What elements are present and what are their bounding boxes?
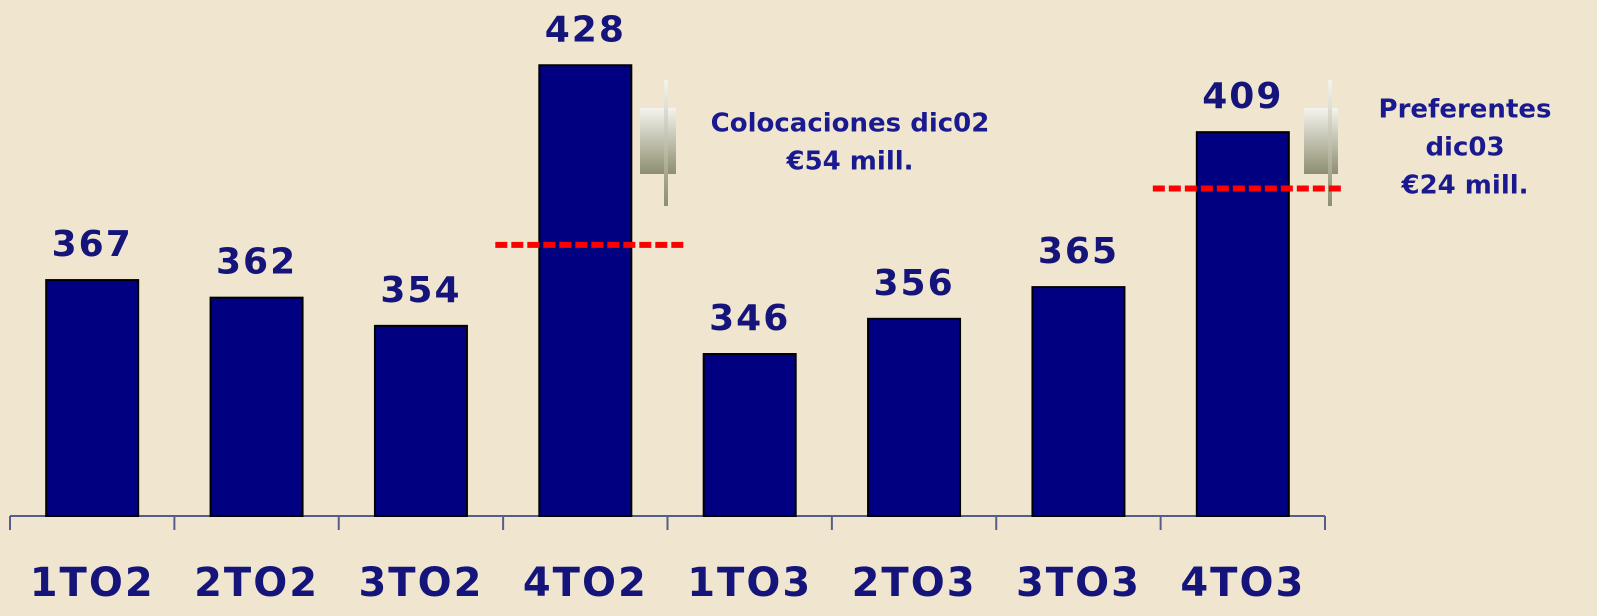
bar	[868, 319, 960, 516]
value-label: 356	[873, 263, 954, 304]
value-label: 409	[1202, 76, 1283, 117]
bar	[46, 280, 138, 516]
bar	[211, 298, 303, 516]
bar	[539, 65, 631, 516]
bar	[375, 326, 467, 516]
value-label: 354	[380, 270, 461, 311]
annotation: Colocaciones dic02	[711, 109, 990, 139]
bar	[704, 354, 796, 516]
value-label: 428	[545, 9, 626, 50]
x-tick-label: 1TO2	[30, 560, 155, 606]
value-label: 362	[216, 242, 297, 283]
annotation: dic03	[1425, 133, 1504, 163]
x-tick-label: 2TO2	[194, 560, 319, 606]
value-label: 367	[52, 224, 133, 265]
x-tick-label: 1TO3	[687, 560, 812, 606]
annotation: Preferentes	[1379, 95, 1552, 125]
x-tick-label: 2TO3	[852, 560, 977, 606]
page: {"chart_data": {"type": "bar", "categori…	[0, 0, 1597, 616]
bar	[1032, 287, 1124, 516]
value-label: 346	[709, 298, 790, 339]
chart: 367 1TO2 362 2TO2 354 3TO2 428 4TO2 346 1TO3 356 2T…	[0, 0, 1597, 616]
x-tick-label: 3TO2	[358, 560, 483, 606]
annotation: €24 mill.	[1400, 171, 1528, 201]
x-tick-label: 4TO3	[1180, 560, 1305, 606]
x-tick-label: 3TO3	[1016, 560, 1141, 606]
annotation: €54 mill.	[785, 147, 913, 177]
value-label: 365	[1038, 231, 1119, 272]
x-tick-label: 4TO2	[523, 560, 648, 606]
